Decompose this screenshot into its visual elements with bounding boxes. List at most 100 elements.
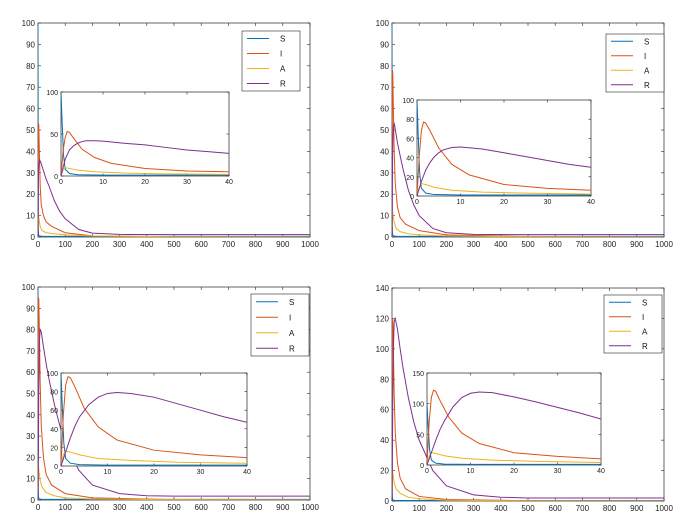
main-2-y-tick-label: 30 [380,169,389,178]
main-4-y-tick-label: 80 [380,375,389,384]
main-4-y-tick-label: 100 [376,345,390,354]
main-4-x-tick-label: 0 [390,504,395,513]
main-1-y-tick-label: 30 [26,169,35,178]
main-3-x-tick-label: 0 [36,503,41,512]
main-2-y-tick-label: 70 [380,83,389,92]
main-2-x-tick-label: 400 [494,240,508,249]
main-4-y-tick-label: 120 [376,314,390,323]
inset-2-y-tick-label: 0 [410,194,414,201]
main-2-y-tick-label: 60 [380,105,389,114]
inset-2-y-tick-label: 20 [406,175,414,182]
inset-4-series-A [427,452,601,465]
main-4-x-tick-label: 600 [549,504,563,513]
main-1-y-tick-label: 100 [22,19,36,28]
main-4-x-tick-label: 800 [603,504,617,513]
main-2-x-tick-label: 800 [603,240,617,249]
legend-label-A: A [642,327,648,336]
main-4-series-R [392,316,664,501]
inset-1-x-tick-label: 30 [183,179,191,186]
inset-2-x-tick-label: 30 [544,199,552,206]
inset-panel-3: 0 10 20 30 40 0 20 40 60 80 100 [46,371,251,476]
main-3-series-R [38,327,310,500]
main-1-x-tick-label: 0 [36,240,41,249]
main-2-x-tick-label: 900 [630,240,644,249]
main-2-y-tick-label: 40 [380,147,389,156]
inset-1-y-tick-label: 0 [54,174,58,181]
main-3-y-tick-label: 70 [26,347,35,356]
main-4-x-tick-label: 700 [576,504,590,513]
main-4-y-tick-label: 140 [376,284,390,293]
inset-panel-2: 0 10 20 30 40 0 20 40 60 80 100 [402,98,595,206]
legend-label-I: I [642,313,644,322]
inset-4-y-tick-label: 100 [412,402,424,409]
main-2-x-tick-label: 700 [576,240,590,249]
main-1-x-tick-label: 200 [86,240,100,249]
legend-label-A: A [289,329,295,338]
main-1-y-tick-label: 70 [26,83,35,92]
inset-4-x-tick-label: 40 [597,468,605,475]
legend-label-R: R [644,81,650,90]
main-3-x-tick-label: 100 [59,503,73,512]
main-1-y-tick-label: 0 [31,233,36,242]
main-3-x-tick-label: 1000 [301,503,319,512]
inset-panel-4: 0 10 20 30 40 0 50 100 150 [412,371,605,475]
main-3-x-tick-label: 700 [222,503,236,512]
legend-label-S: S [644,37,649,46]
inset-2-x-tick-label: 40 [587,199,595,206]
main-1-x-tick-label: 400 [140,240,154,249]
main-1-y-tick-label: 10 [26,212,35,221]
main-2-x-tick-label: 0 [390,240,395,249]
legend-label-I: I [644,52,646,61]
inset-3-series-I [61,376,247,466]
legend-label-S: S [289,298,294,307]
main-1-x-tick-label: 700 [222,240,236,249]
chart-panel-4: 0 100 200 300 400 500 600 700 800 900 100002040608… [376,284,674,513]
main-2-y-tick-label: 50 [380,126,389,135]
main-2-x-tick-label: 300 [467,240,481,249]
main-4-x-tick-label: 200 [440,504,454,513]
inset-3-y-tick-label: 20 [50,445,58,452]
main-3-y-tick-label: 80 [26,326,35,335]
main-4-x-tick-label: 500 [521,504,535,513]
main-1-x-tick-label: 100 [59,240,73,249]
main-4-y-tick-label: 20 [380,467,389,476]
main-3-y-tick-label: 10 [26,475,35,484]
inset-2-y-tick-label: 40 [406,156,414,163]
inset-1-x-tick-label: 0 [59,179,63,186]
inset-1-y-tick-label: 100 [46,90,58,97]
main-1-y-tick-label: 90 [26,40,35,49]
main-1-y-tick-label: 80 [26,62,35,71]
main-3-y-tick-label: 100 [22,283,36,292]
inset-1-series-S [61,92,229,176]
main-4-y-tick-label: 0 [385,497,390,506]
main-2-x-tick-label: 600 [549,240,563,249]
main-3-y-tick-label: 0 [31,496,36,505]
inset-1-x-tick-label: 10 [99,179,107,186]
main-3-x-tick-label: 900 [276,503,290,512]
inset-4-series-I [427,389,601,465]
inset-3-x-tick-label: 20 [150,469,158,476]
inset-2-y-tick-label: 100 [402,98,414,105]
inset-2-x-tick-label: 20 [500,199,508,206]
legend-label-A: A [280,65,286,74]
main-1-x-tick-label: 800 [249,240,263,249]
inset-4-series-R [427,391,601,465]
main-1-y-tick-label: 60 [26,105,35,114]
main-3-y-tick-label: 30 [26,432,35,441]
legend-label-S: S [280,35,285,44]
inset-4-y-tick-label: 50 [416,432,424,439]
chart-panel-3: 0 100 200 300 400 500 600 700 800 900 100001020304… [22,283,320,512]
main-1-y-tick-label: 40 [26,147,35,156]
inset-1-series-A [61,167,229,176]
main-3-y-tick-label: 50 [26,390,35,399]
main-4-y-tick-label: 60 [380,406,389,415]
inset-4-x-tick-label: 30 [554,468,562,475]
inset-2-series-R [417,146,591,196]
inset-3-x-tick-label: 0 [59,469,63,476]
inset-4-y-tick-label: 150 [412,371,424,378]
inset-3-series-A [61,450,247,466]
inset-3-x-tick-label: 10 [104,469,112,476]
